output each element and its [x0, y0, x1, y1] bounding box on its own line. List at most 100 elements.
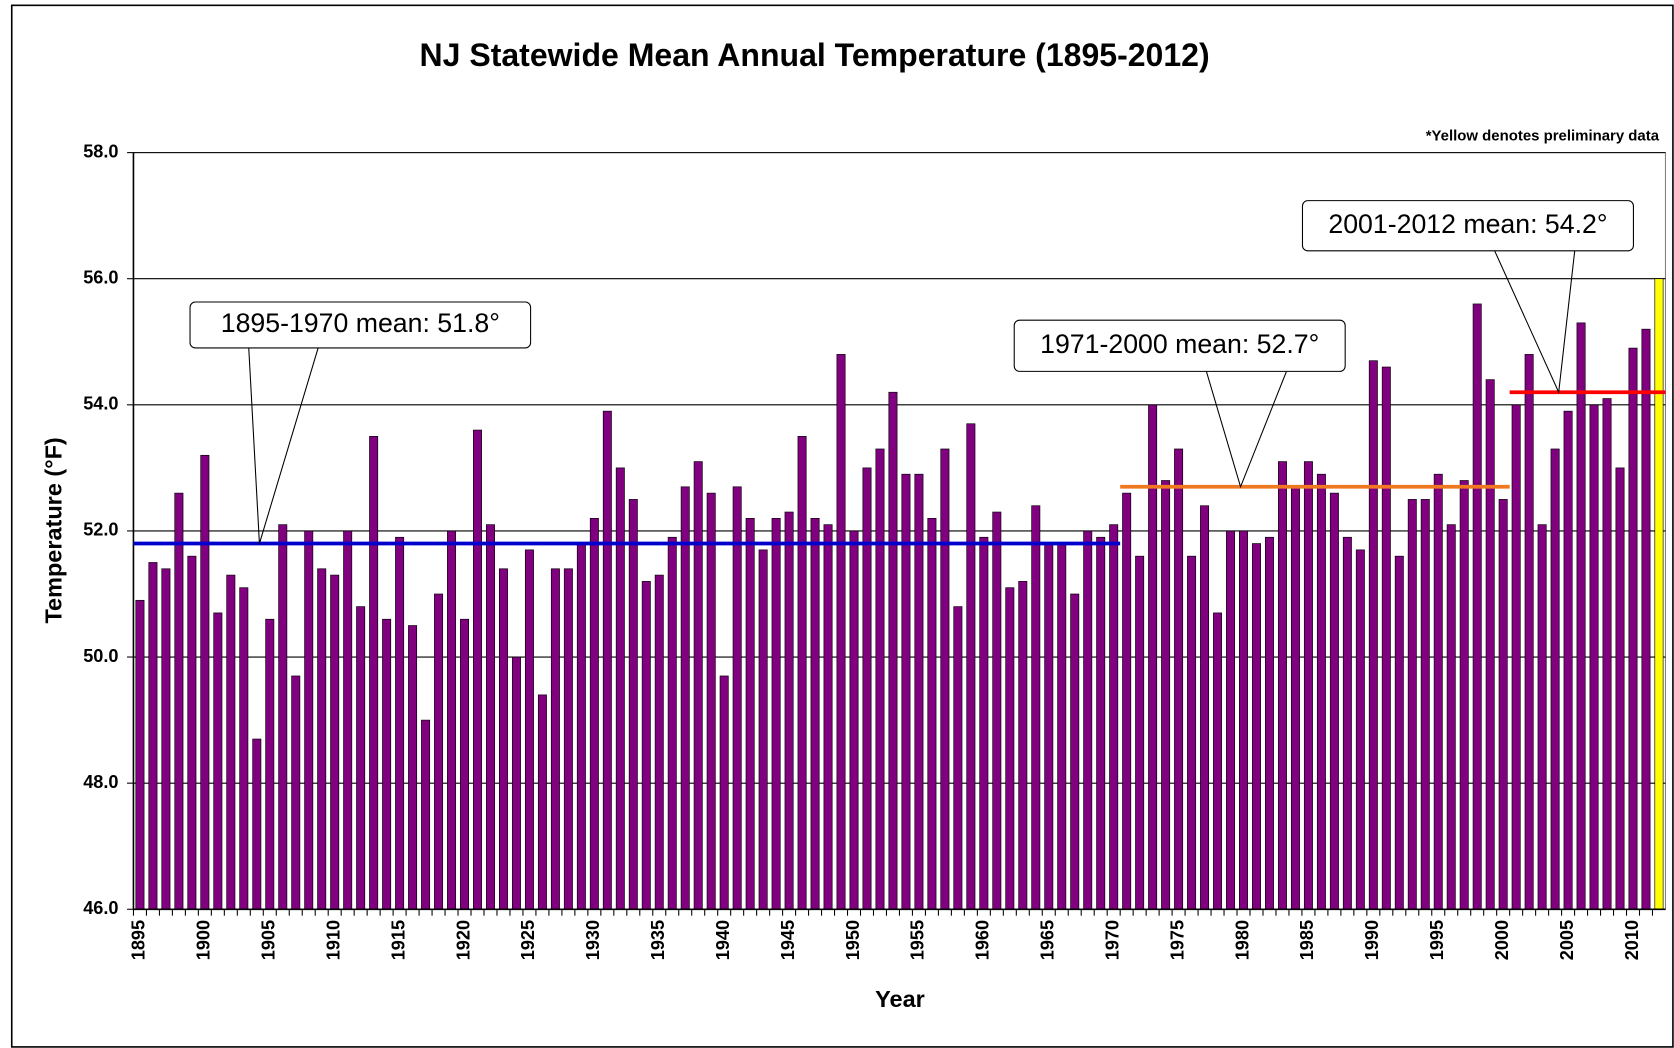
bar — [940, 448, 950, 910]
bar — [1161, 480, 1171, 910]
bar — [1122, 492, 1132, 910]
bar — [291, 675, 301, 910]
bar — [1355, 549, 1365, 910]
x-tick-label: 1915 — [388, 920, 408, 960]
x-tick-label: 1935 — [648, 920, 668, 960]
bar — [797, 436, 807, 910]
bar — [563, 568, 573, 910]
x-tick-label: 1985 — [1297, 920, 1317, 960]
x-tick-label: 1945 — [778, 920, 798, 960]
bar — [161, 568, 171, 910]
bar — [1303, 461, 1313, 910]
bar — [966, 423, 976, 910]
x-tick-label: 1970 — [1102, 920, 1122, 960]
bar — [1563, 410, 1573, 910]
x-tick-label: 1965 — [1038, 920, 1058, 960]
bar — [1654, 278, 1664, 910]
bar — [473, 429, 482, 910]
bar — [771, 518, 781, 910]
bar — [1472, 303, 1482, 910]
bar — [1550, 448, 1560, 910]
bar — [1394, 555, 1404, 910]
bar — [1316, 473, 1326, 910]
y-tick-label: 48.0 — [83, 772, 118, 792]
callout-box — [189, 301, 532, 349]
callout-pointer — [1205, 371, 1287, 489]
bar — [1576, 322, 1586, 910]
y-axis-label: Temperature (°F) — [41, 437, 67, 623]
x-tick-label: 1905 — [259, 920, 279, 960]
bar — [615, 467, 625, 910]
x-tick-label: 1900 — [194, 920, 214, 960]
bar — [1290, 486, 1300, 910]
bar — [1057, 543, 1067, 910]
bar — [1109, 524, 1119, 910]
x-tick-label: 1895 — [129, 920, 149, 960]
bar — [1031, 505, 1041, 910]
bar — [1589, 404, 1599, 910]
bar — [1044, 543, 1054, 910]
bar — [1226, 530, 1235, 910]
bar — [1264, 536, 1274, 910]
callout-text: 1895-1970 mean: 51.8° — [221, 308, 500, 338]
bar — [1485, 379, 1495, 910]
note: *Yellow denotes preliminary data — [1426, 128, 1660, 145]
x-tick-label: 1930 — [583, 920, 603, 960]
bar — [265, 618, 275, 910]
bar — [576, 543, 586, 910]
bar — [550, 568, 560, 910]
bar — [1628, 347, 1638, 910]
bar — [1446, 524, 1456, 910]
bar — [849, 530, 859, 910]
x-axis-label: Year — [875, 986, 925, 1012]
callout-box — [1013, 319, 1346, 372]
bar — [680, 486, 690, 910]
bar — [914, 473, 924, 910]
callout-pointer — [248, 347, 319, 544]
x-tick-label: 1950 — [843, 920, 863, 960]
bar — [135, 599, 145, 910]
bar — [1602, 398, 1612, 910]
bar — [992, 511, 1002, 910]
bar — [1200, 505, 1210, 910]
bar — [602, 410, 612, 910]
bar — [1096, 536, 1106, 910]
bar — [823, 524, 833, 910]
bar — [369, 436, 379, 910]
x-tick-label: 1980 — [1232, 920, 1252, 960]
bar — [888, 391, 898, 910]
bar — [979, 536, 989, 910]
x-tick-label: 2005 — [1557, 920, 1577, 960]
x-tick-label: 1940 — [713, 920, 733, 960]
x-tick-label: 1910 — [323, 920, 343, 960]
bar — [1005, 587, 1015, 910]
chart-title: NJ Statewide Mean Annual Temperature (18… — [420, 37, 1210, 73]
bar — [1213, 612, 1223, 910]
callout-text: 1971-2000 mean: 52.7° — [1040, 329, 1319, 359]
bar — [408, 625, 418, 910]
bar — [836, 354, 846, 910]
x-tick-label: 1995 — [1427, 920, 1447, 960]
bar — [486, 524, 495, 910]
bar — [174, 492, 184, 910]
bar — [641, 581, 651, 910]
bar — [524, 549, 534, 910]
bar — [1083, 530, 1093, 910]
callout-pointer — [1494, 250, 1576, 395]
bar — [382, 618, 392, 910]
bar — [1407, 499, 1417, 910]
bar — [589, 518, 599, 910]
x-tick-label: 2000 — [1492, 920, 1512, 960]
bar — [732, 486, 742, 910]
x-tick-label: 1990 — [1362, 920, 1382, 960]
bar — [1420, 499, 1430, 910]
bar — [304, 530, 314, 910]
bar — [1174, 448, 1184, 910]
y-tick-label: 54.0 — [83, 394, 118, 414]
bar — [1277, 461, 1287, 910]
bar — [1329, 492, 1339, 910]
bar — [148, 562, 158, 910]
bar — [200, 454, 210, 910]
bar — [1252, 543, 1261, 910]
